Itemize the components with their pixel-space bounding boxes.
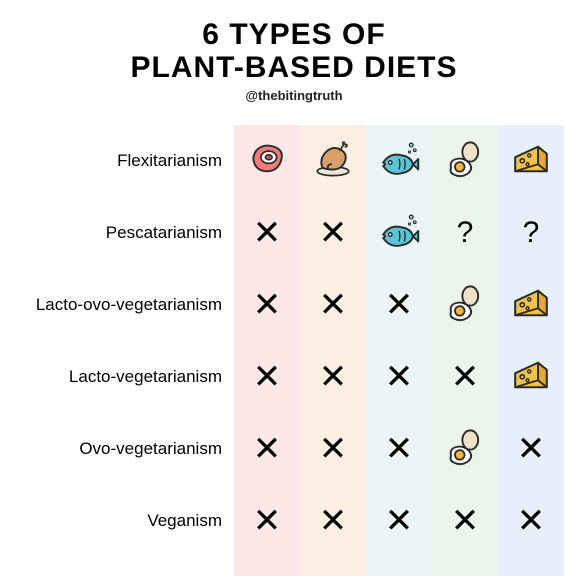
grid-cell: ✕ <box>366 413 432 485</box>
diet-label: Lacto-vegetarianism <box>12 341 234 413</box>
question-mark-icon: ? <box>523 218 540 248</box>
x-mark-icon: ✕ <box>253 504 282 538</box>
eggs-icon <box>444 282 486 329</box>
grid-cell: ✕ <box>432 485 498 557</box>
grid-cell: ✕ <box>300 413 366 485</box>
grid-cell: ✕ <box>234 197 300 269</box>
eggs-icon <box>444 138 486 185</box>
grid-cell <box>498 341 564 413</box>
grid-cell: ? <box>498 197 564 269</box>
grid-cell: ✕ <box>498 413 564 485</box>
grid-cell <box>300 125 366 197</box>
handle: @thebitingtruth <box>12 88 576 103</box>
grid-cell <box>366 125 432 197</box>
diet-label: Veganism <box>12 485 234 557</box>
x-mark-icon: ✕ <box>451 504 480 538</box>
x-mark-icon: ✕ <box>253 216 282 250</box>
grid-cell <box>432 269 498 341</box>
poultry-icon <box>312 138 354 185</box>
grid-cell <box>498 125 564 197</box>
x-mark-icon: ✕ <box>517 432 546 466</box>
grid-cell: ✕ <box>300 197 366 269</box>
cheese-icon <box>510 354 552 401</box>
x-mark-icon: ✕ <box>319 216 348 250</box>
x-mark-icon: ✕ <box>517 504 546 538</box>
grid-cell: ✕ <box>300 341 366 413</box>
grid-cell <box>498 269 564 341</box>
question-mark-icon: ? <box>457 218 474 248</box>
x-mark-icon: ✕ <box>253 360 282 394</box>
cheese-icon <box>510 282 552 329</box>
grid-cell <box>432 125 498 197</box>
diet-grid: Flexitarianism <box>12 125 576 576</box>
eggs-icon <box>444 426 486 473</box>
grid-cell: ✕ <box>234 269 300 341</box>
x-mark-icon: ✕ <box>319 432 348 466</box>
diet-label: Ovo-vegetarianism <box>12 413 234 485</box>
x-mark-icon: ✕ <box>319 288 348 322</box>
x-mark-icon: ✕ <box>385 360 414 394</box>
x-mark-icon: ✕ <box>319 360 348 394</box>
grid-cell: ✕ <box>498 485 564 557</box>
red-meat-icon <box>246 138 288 185</box>
page-title: 6 TYPES OFPLANT-BASED DIETS <box>12 18 576 84</box>
grid-cell: ✕ <box>300 485 366 557</box>
x-mark-icon: ✕ <box>319 504 348 538</box>
grid-cell: ✕ <box>366 269 432 341</box>
x-mark-icon: ✕ <box>253 432 282 466</box>
cheese-icon <box>510 138 552 185</box>
x-mark-icon: ✕ <box>451 360 480 394</box>
diet-label: Flexitarianism <box>12 125 234 197</box>
diet-label: Lacto-ovo-vegetarianism <box>12 269 234 341</box>
grid-cell: ✕ <box>234 413 300 485</box>
grid-cell: ✕ <box>366 485 432 557</box>
x-mark-icon: ✕ <box>385 288 414 322</box>
fish-icon <box>378 210 420 257</box>
grid-cell <box>432 413 498 485</box>
grid-cell <box>366 197 432 269</box>
grid-cell: ✕ <box>432 341 498 413</box>
x-mark-icon: ✕ <box>385 504 414 538</box>
fish-icon <box>378 138 420 185</box>
grid-cell: ? <box>432 197 498 269</box>
grid-cell: ✕ <box>366 341 432 413</box>
grid-cell: ✕ <box>234 485 300 557</box>
grid-cell <box>234 125 300 197</box>
grid-cell: ✕ <box>300 269 366 341</box>
grid-cell: ✕ <box>234 341 300 413</box>
diet-label: Pescatarianism <box>12 197 234 269</box>
x-mark-icon: ✕ <box>385 432 414 466</box>
x-mark-icon: ✕ <box>253 288 282 322</box>
